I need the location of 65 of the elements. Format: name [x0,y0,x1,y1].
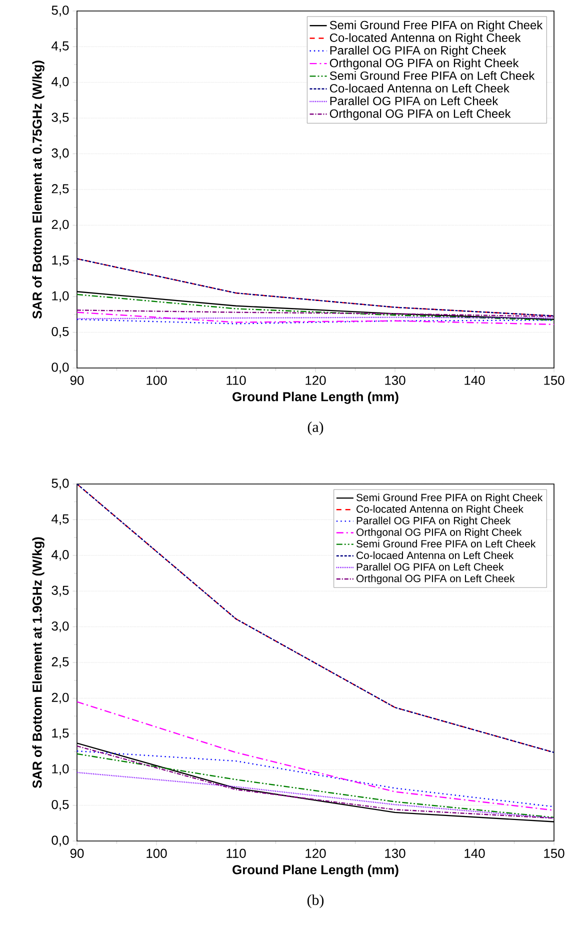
legend-label: Semi Ground Free PIFA on Left Cheek [356,540,536,548]
y-tick-label: 0,0 [52,362,69,374]
y-tick-label: 4,5 [52,41,69,52]
y-tick-label: 0,5 [52,326,69,338]
legend-label: Orthgonal OG PIFA on Right Cheek [330,58,519,70]
legend-label: Parallel OG PIFA on Left Cheek [356,562,504,571]
y-tick-label: 0,5 [52,800,69,811]
x-tick-label: 110 [226,376,246,385]
x-axis-title: Ground Plane Length (mm) [232,864,398,877]
y-tick-label: 3,0 [52,621,69,632]
y-tick-label: 1,5 [52,256,69,266]
y-tick-label: 0,0 [52,836,69,846]
text: (b) [307,894,324,908]
x-tick-label: 90 [70,848,84,858]
x-tick-label: 90 [70,376,84,385]
legend-label: Parallel OG PIFA on Right Cheek [356,516,511,526]
x-tick-label: 140 [464,848,485,858]
y-tick-label: 3,5 [52,112,69,124]
y-tick-label: 3,0 [52,148,69,160]
line-series [77,258,554,316]
x-tick-label: 100 [146,848,167,858]
legend-label: Parallel OG PIFA on Left Cheek [330,96,498,106]
y-tick-label: 1,0 [52,764,69,775]
y-tick-label: 2,5 [52,657,69,668]
x-tick-label: 110 [226,848,246,858]
y-tick-label: 5,0 [52,478,69,490]
line-series [77,310,554,318]
line-series [77,701,554,811]
x-tick-label: 130 [385,376,406,385]
x-tick-label: 140 [464,376,485,385]
y-tick-label: 2,0 [52,220,69,231]
legend-label: Orthgonal OG PIFA on Left Cheek [330,109,511,120]
y-tick-label: 4,0 [52,550,69,561]
legend-label: Parallel OG PIFA on Right Cheek [330,46,506,57]
legend-label: Semi Ground Free PIFA on Right Cheek [356,494,543,504]
x-tick-label: 130 [385,848,406,858]
line-series [77,484,554,754]
y-tick-label: 4,0 [52,77,69,88]
y-tick-label: 4,5 [52,514,69,525]
y-axis-title: SAR of Bottom Element at 0.75GHz (W/kg) [32,60,44,319]
legend-label: Semi Ground Free PIFA on Right Cheek [330,20,543,32]
x-axis-title: Ground Plane Length (mm) [232,392,398,404]
text: (a) [308,422,324,436]
y-axis-title: SAR of Bottom Element at 1.9GHz (W/kg) [32,537,44,788]
line-series [77,772,554,819]
y-tick-label: 5,0 [52,6,69,16]
legend-label: Orthgonal OG PIFA on Left Cheek [356,574,515,584]
y-tick-label: 1,5 [52,728,69,740]
y-tick-label: 1,0 [52,291,69,302]
legend-label: Orthgonal OG PIFA on Right Cheek [356,528,522,538]
legend-label: Co-located Antenna on Right Cheek [330,33,521,44]
x-tick-label: 100 [146,376,167,385]
y-tick-label: 2,0 [52,692,69,704]
legend-label: Co-locaed Antenna on Left Cheek [356,551,514,560]
line-series [77,312,554,326]
legend-label: Co-locaed Antenna on Left Cheek [330,84,510,93]
x-tick-label: 120 [306,848,326,858]
y-tick-label: 3,5 [52,586,69,596]
x-tick-label: 150 [544,848,564,858]
y-tick-label: 2,5 [52,184,69,195]
x-tick-label: 120 [306,376,326,385]
legend-label: Co-located Antenna on Right Cheek [356,505,524,515]
x-tick-label: 150 [544,376,564,385]
line-series [77,750,554,808]
legend-label: Semi Ground Free PIFA on Left Cheek [330,71,535,80]
